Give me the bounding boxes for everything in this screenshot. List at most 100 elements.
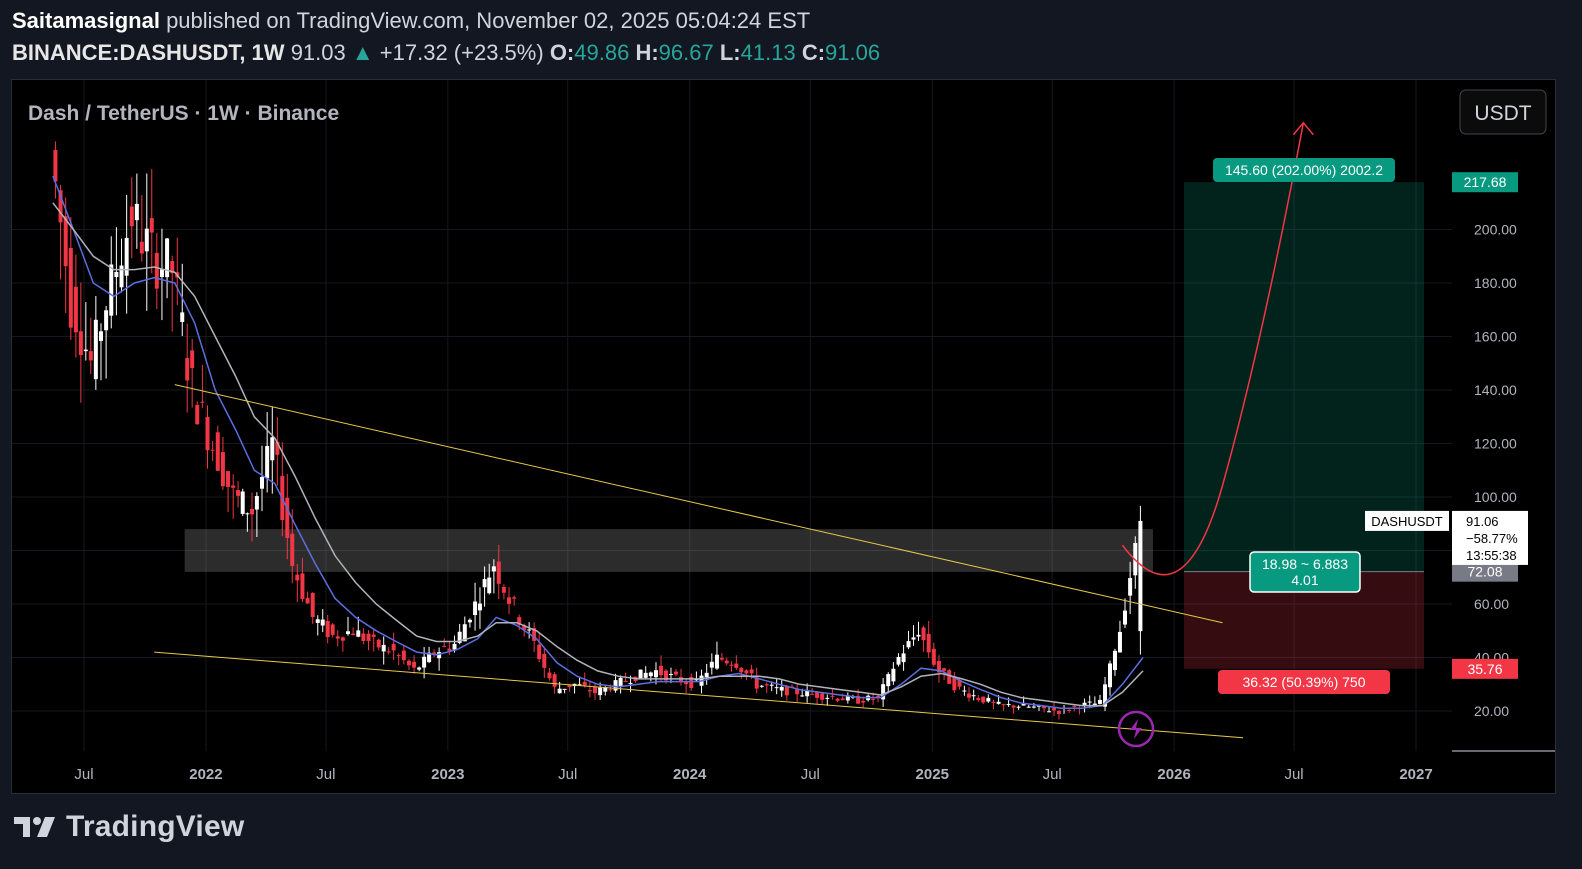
candle-body bbox=[114, 271, 119, 278]
candle-body bbox=[154, 252, 159, 289]
low-value: 41.13 bbox=[740, 40, 796, 65]
x-tick-label: 2023 bbox=[431, 766, 464, 783]
candle-body bbox=[310, 592, 315, 618]
high-label: H: bbox=[635, 40, 659, 65]
x-tick-label: 2022 bbox=[189, 766, 222, 783]
x-tick-label: 2025 bbox=[916, 766, 949, 783]
candle-body bbox=[1006, 704, 1011, 706]
candle-body bbox=[709, 661, 714, 668]
candle-body bbox=[689, 676, 694, 689]
candle-body bbox=[104, 310, 109, 331]
candle-body bbox=[1011, 705, 1016, 708]
candle-body bbox=[496, 561, 501, 584]
candle-body bbox=[210, 449, 215, 451]
last-change: −58.77% bbox=[1466, 531, 1518, 546]
candle-body bbox=[835, 698, 840, 701]
candle-body bbox=[931, 648, 936, 665]
candle-body bbox=[628, 682, 633, 684]
candle-body bbox=[936, 661, 941, 673]
candle-body bbox=[93, 319, 98, 380]
low-label: L: bbox=[719, 40, 741, 65]
candle-body bbox=[769, 684, 774, 686]
candle-body bbox=[896, 656, 901, 665]
candle-body bbox=[577, 684, 582, 686]
candle-body bbox=[427, 652, 432, 663]
candle-body bbox=[981, 696, 986, 703]
y-tick-label: 140.00 bbox=[1474, 382, 1517, 398]
candle-body bbox=[805, 690, 810, 697]
candle-body bbox=[971, 695, 976, 697]
candle-body bbox=[487, 577, 492, 594]
candle-body bbox=[78, 331, 83, 356]
candle-body bbox=[800, 695, 805, 697]
last-symbol: DASHUSDT bbox=[1371, 514, 1443, 529]
candle-body bbox=[371, 634, 376, 637]
ohlc-line: BINANCE:DASHUSDT, 1W 91.03 ▲ +17.32 (+23… bbox=[12, 40, 880, 66]
candle-body bbox=[587, 690, 592, 692]
candle-body bbox=[774, 687, 779, 689]
last-price-box bbox=[1452, 510, 1528, 565]
candle-body bbox=[1067, 709, 1072, 711]
candle-body bbox=[165, 238, 170, 278]
candle-body bbox=[260, 476, 265, 489]
ratio-label: 18.98 ~ 6.883 bbox=[1262, 556, 1348, 572]
candle-body bbox=[947, 670, 952, 684]
candle-body bbox=[386, 651, 391, 653]
support-trendline bbox=[154, 651, 1244, 739]
candle-body bbox=[976, 698, 981, 700]
publish-line: Saitamasignal published on TradingView.c… bbox=[12, 8, 810, 34]
close-label: C: bbox=[801, 40, 826, 65]
symbol-label[interactable]: BINANCE:DASHUSDT, 1W bbox=[12, 40, 285, 65]
candle-body bbox=[754, 677, 759, 689]
candle-body bbox=[815, 692, 820, 698]
author-name[interactable]: Saitamasignal bbox=[12, 8, 160, 33]
candle-body bbox=[876, 696, 881, 698]
candle-body bbox=[764, 684, 769, 686]
descending-trendline bbox=[174, 384, 1223, 624]
candle-body bbox=[1108, 663, 1113, 688]
candle-body bbox=[784, 685, 789, 696]
candle-body bbox=[653, 670, 658, 678]
candle-body bbox=[119, 265, 124, 288]
stop-price-tag: 35.76 bbox=[1467, 661, 1502, 677]
candle-body bbox=[340, 637, 345, 641]
candle-body bbox=[422, 656, 427, 668]
tradingview-logo-icon[interactable] bbox=[12, 814, 58, 840]
candle-body bbox=[724, 660, 729, 664]
candle-body bbox=[134, 203, 139, 221]
candle-body bbox=[356, 630, 361, 637]
candle-body bbox=[275, 441, 280, 455]
price-chart[interactable]: 145.60 (202.00%) 2002.2 36.32 (50.39%) 75… bbox=[12, 80, 1556, 794]
candle-body bbox=[265, 445, 270, 479]
candle-body bbox=[330, 624, 335, 635]
y-tick-label: 20.00 bbox=[1474, 703, 1509, 719]
x-tick-label: Jul bbox=[801, 766, 820, 783]
candle-body bbox=[285, 497, 290, 538]
candle-body bbox=[825, 697, 830, 699]
forecast-arrow bbox=[1121, 122, 1305, 576]
candle-body bbox=[231, 485, 236, 488]
candle-body bbox=[921, 627, 926, 641]
candle-body bbox=[678, 677, 683, 683]
candle-body bbox=[1001, 704, 1006, 706]
candle-body bbox=[537, 644, 542, 660]
high-value: 96.67 bbox=[658, 40, 714, 65]
candle-body bbox=[552, 674, 557, 687]
candle-body bbox=[381, 644, 386, 652]
candle-body bbox=[729, 664, 734, 666]
candle-body bbox=[749, 669, 754, 674]
chart-panel[interactable]: 145.60 (202.00%) 2002.2 36.32 (50.39%) 75… bbox=[11, 79, 1556, 794]
candle-body bbox=[1031, 706, 1036, 708]
candle-body bbox=[226, 471, 231, 487]
candle-body bbox=[856, 695, 861, 704]
y-tick-label: 120.00 bbox=[1474, 436, 1517, 452]
candle-body bbox=[1082, 702, 1087, 706]
candle-body bbox=[149, 218, 154, 233]
candle-body bbox=[88, 351, 93, 361]
candle-body bbox=[1047, 711, 1052, 713]
candle-body bbox=[744, 670, 749, 674]
slow-ma-line bbox=[52, 202, 1144, 707]
candle-body bbox=[542, 653, 547, 668]
close-value: 91.06 bbox=[825, 40, 881, 65]
candle-body bbox=[871, 698, 876, 700]
